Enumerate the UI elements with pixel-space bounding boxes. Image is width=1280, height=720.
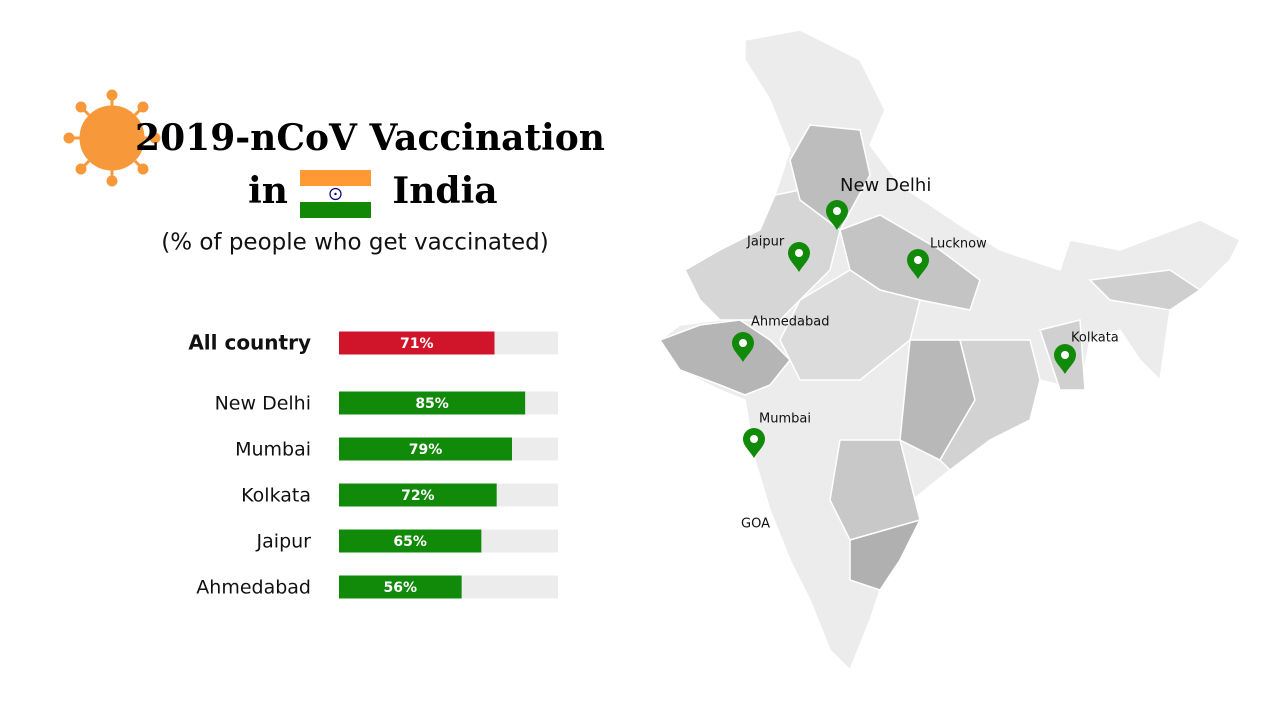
subtitle: (% of people who get vaccinated) xyxy=(161,230,549,256)
map-label: New Delhi xyxy=(840,175,931,196)
bar xyxy=(339,437,513,461)
map-label: Lucknow xyxy=(930,237,987,252)
value-label: 65% xyxy=(393,534,427,550)
pin-dot xyxy=(795,249,803,257)
pin-dot xyxy=(833,207,841,215)
bar xyxy=(339,575,462,599)
category-label: Ahmedabad xyxy=(196,577,311,599)
map-pin xyxy=(1054,344,1076,374)
bar xyxy=(339,483,497,507)
category-label: Jaipur xyxy=(256,531,312,553)
bar xyxy=(339,529,482,553)
virus-icon xyxy=(63,89,161,187)
pin-dot xyxy=(739,339,747,347)
pin-dot xyxy=(750,435,758,443)
map-pin xyxy=(743,428,765,458)
value-label: 72% xyxy=(401,488,435,504)
pin-dot xyxy=(914,256,922,264)
bar xyxy=(339,391,526,415)
map-label: Kolkata xyxy=(1071,331,1119,346)
value-label: 71% xyxy=(400,336,434,352)
map-label: Mumbai xyxy=(759,412,811,427)
category-label: New Delhi xyxy=(215,393,311,415)
map-pin xyxy=(907,249,929,279)
value-label: 56% xyxy=(384,580,418,596)
map-pin xyxy=(788,242,810,272)
pin-dot xyxy=(1061,351,1069,359)
category-label: Mumbai xyxy=(235,439,311,461)
value-label: 85% xyxy=(415,396,449,412)
title-prefix: in xyxy=(248,170,288,212)
title: 2019-nCoV Vaccination xyxy=(135,117,605,159)
flag xyxy=(300,170,371,218)
bar xyxy=(339,331,495,355)
map-label: GOA xyxy=(741,517,770,532)
category-label: All country xyxy=(188,331,311,355)
value-label: 79% xyxy=(409,442,443,458)
category-label: Kolkata xyxy=(241,485,311,507)
map-pin xyxy=(826,200,848,230)
country: India xyxy=(392,170,497,212)
map-pin xyxy=(732,332,754,362)
map-label: Ahmedabad xyxy=(751,315,829,330)
map-label: Jaipur xyxy=(746,235,785,250)
